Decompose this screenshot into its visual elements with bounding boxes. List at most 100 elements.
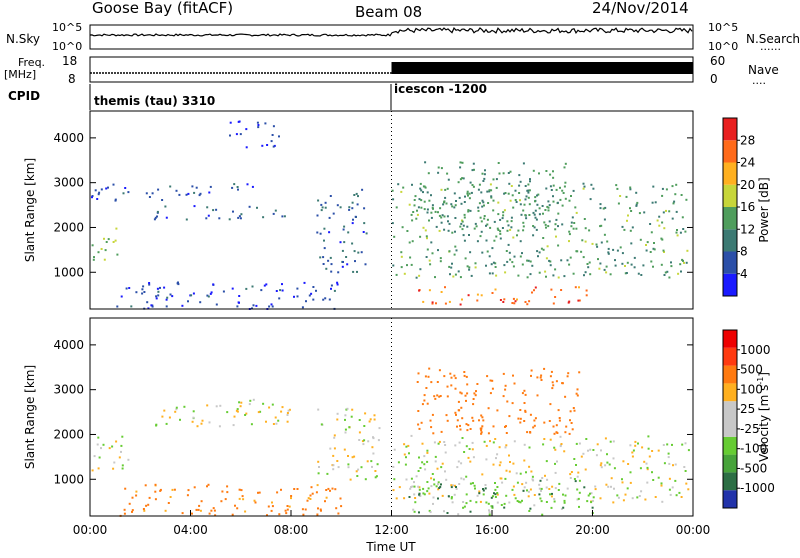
power-cell [281, 215, 284, 218]
velocity-cell [183, 405, 186, 408]
power-cell [490, 189, 493, 192]
power-cell [408, 241, 411, 244]
velocity-cell [542, 443, 545, 446]
velocity-cell [569, 473, 572, 476]
power-cell [492, 178, 495, 181]
velocity-cell [447, 495, 450, 498]
power-cell [590, 183, 593, 186]
velocity-cell [343, 448, 346, 451]
velocity-cell [422, 487, 425, 490]
velocity-cell [606, 461, 609, 464]
power-cell [598, 267, 601, 270]
velocity-cell [465, 493, 468, 496]
power-cell [495, 178, 498, 181]
velocity-cell [233, 415, 236, 418]
power-cell [185, 193, 188, 196]
power-cell [252, 304, 255, 307]
velocity-cell [332, 454, 335, 457]
velocity-cell [191, 420, 194, 423]
velocity-cell [487, 502, 490, 505]
power-cell [504, 192, 507, 194]
velocity-cell [550, 370, 553, 373]
power-y-label: Slant Range [km] [23, 158, 37, 262]
power-cell [212, 283, 215, 286]
power-cell [450, 203, 453, 206]
power-cell [445, 202, 448, 205]
power-cell [439, 260, 442, 263]
velocity-cell [437, 497, 439, 500]
power-cell [343, 241, 346, 244]
colorbar-segment [723, 365, 737, 384]
velocity-cell [430, 485, 433, 488]
power-cell [479, 216, 482, 219]
power-cell [478, 202, 481, 205]
power-cell [635, 191, 638, 194]
power-cell [510, 185, 513, 187]
colorbar-segment [723, 140, 737, 163]
power-cell [236, 186, 239, 188]
velocity-cell [453, 484, 456, 487]
power-cell [479, 235, 482, 238]
velocity-cell [368, 420, 371, 423]
velocity-cell [624, 493, 627, 496]
power-cell [544, 223, 547, 226]
velocity-cell [529, 413, 532, 416]
velocity-cell [544, 474, 546, 477]
velocity-cell [469, 510, 472, 513]
power-cell [555, 235, 557, 238]
velocity-cell [318, 466, 320, 468]
power-cell [586, 263, 589, 265]
velocity-cell [661, 500, 664, 503]
power-cell [511, 194, 514, 197]
velocity-cell [324, 500, 326, 503]
power-cell [146, 301, 149, 304]
velocity-cell [426, 481, 429, 483]
power-cell [538, 207, 541, 210]
power-cell [281, 289, 284, 292]
power-cell [422, 191, 424, 194]
power-cell [563, 275, 566, 278]
power-cell [424, 229, 427, 232]
velocity-cell [554, 448, 557, 451]
power-cell [466, 225, 469, 228]
power-cell [159, 286, 161, 289]
power-cell [510, 220, 513, 223]
power-cell [559, 198, 562, 201]
velocity-cell [644, 498, 647, 501]
power-cell [460, 202, 463, 205]
power-cell [105, 241, 108, 243]
velocity-cell [541, 513, 544, 516]
power-cell [600, 224, 603, 227]
velocity-cell [516, 500, 519, 502]
power-cell [443, 215, 446, 218]
power-cell [464, 257, 467, 260]
power-cell [91, 195, 94, 197]
velocity-cell [576, 488, 579, 491]
power-cell [355, 192, 358, 195]
velocity-cell [358, 431, 361, 434]
velocity-cell [423, 455, 426, 458]
power-cell [583, 218, 586, 220]
power-cell [661, 187, 664, 190]
power-cell [336, 281, 339, 284]
velocity-cell [272, 423, 275, 425]
power-cell [124, 187, 127, 189]
velocity-cell [684, 442, 687, 445]
velocity-cell [654, 496, 657, 498]
velocity-cell [586, 500, 589, 503]
power-cell [283, 215, 286, 218]
velocity-cell [417, 423, 420, 426]
velocity-cell [627, 463, 630, 465]
power-cell [583, 274, 585, 277]
velocity-cell [445, 414, 448, 417]
power-cell [557, 244, 560, 247]
velocity-cell [206, 404, 209, 407]
power-cell [360, 251, 363, 254]
velocity-cell [513, 493, 516, 496]
power-cell [193, 191, 196, 194]
power-cell [319, 256, 322, 259]
power-cell [562, 192, 565, 194]
velocity-cell [500, 477, 503, 480]
velocity-cell [594, 488, 597, 491]
velocity-cell [540, 500, 543, 503]
